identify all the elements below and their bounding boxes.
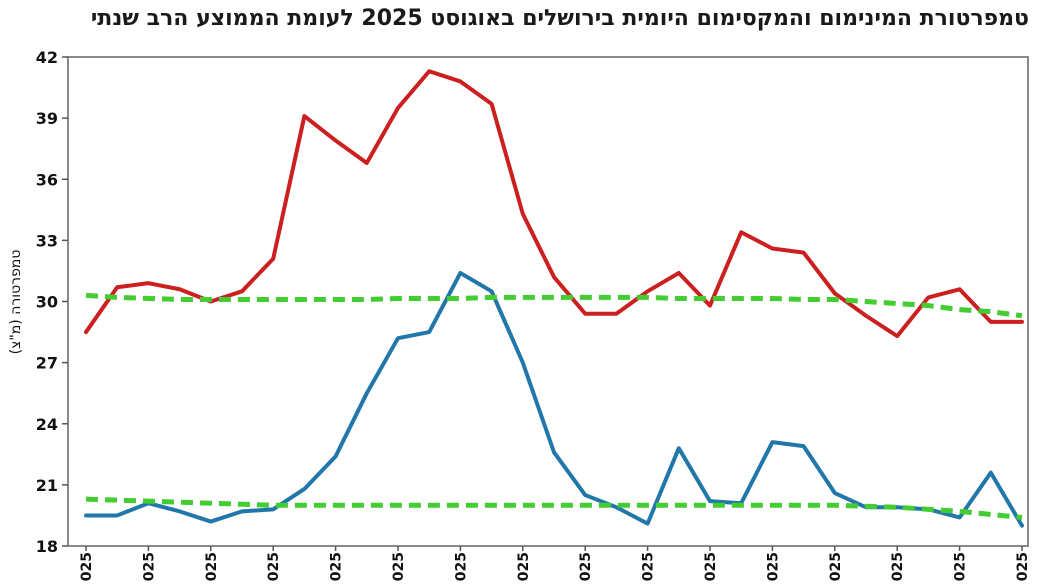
- x-tick-label: 025: [641, 552, 657, 581]
- x-tick-label: 025: [703, 552, 719, 581]
- x-tick-label: 025: [953, 552, 969, 581]
- y-tick-label: 27: [36, 354, 58, 373]
- x-tick-label: 025: [578, 552, 594, 581]
- x-tick-label: 025: [329, 552, 345, 581]
- x-tick-labels: 025 025 025 025 025 025 025 025 025 025 025 025 025 0…: [79, 546, 1031, 581]
- x-tick-label: 025: [79, 552, 95, 581]
- chart-title: טמפרטורת המינימום והמקסימום היומית בירוש…: [90, 6, 1029, 31]
- y-tick-label: 24: [36, 415, 58, 434]
- x-tick-label: 025: [516, 552, 532, 581]
- series-layer: [84, 69, 1024, 528]
- series-line-1: [84, 270, 1024, 528]
- y-tick-label: 42: [36, 48, 58, 67]
- x-tick-label: 025: [204, 552, 220, 581]
- x-tick-label: 025: [1015, 552, 1031, 581]
- x-tick-label: 025: [765, 552, 781, 581]
- series-line-2: [85, 292, 1023, 319]
- x-tick-label: 025: [141, 552, 157, 581]
- series-line-0: [84, 69, 1024, 339]
- y-tick-label: 18: [36, 537, 58, 556]
- y-tick-label: 33: [36, 231, 58, 250]
- x-tick-label: 025: [453, 552, 469, 581]
- series-line-3: [85, 496, 1023, 520]
- x-tick-label: 025: [391, 552, 407, 581]
- x-tick-label: 025: [266, 552, 282, 581]
- x-tick-label: 025: [890, 552, 906, 581]
- y-tick-label: 36: [36, 170, 58, 189]
- y-tick-label: 39: [36, 109, 58, 128]
- x-tick-label: 025: [828, 552, 844, 581]
- y-tick-labels: 18 21 24 27 30 33 36 39 42: [36, 48, 68, 556]
- y-tick-label: 21: [36, 476, 58, 495]
- y-tick-label: 30: [36, 293, 58, 312]
